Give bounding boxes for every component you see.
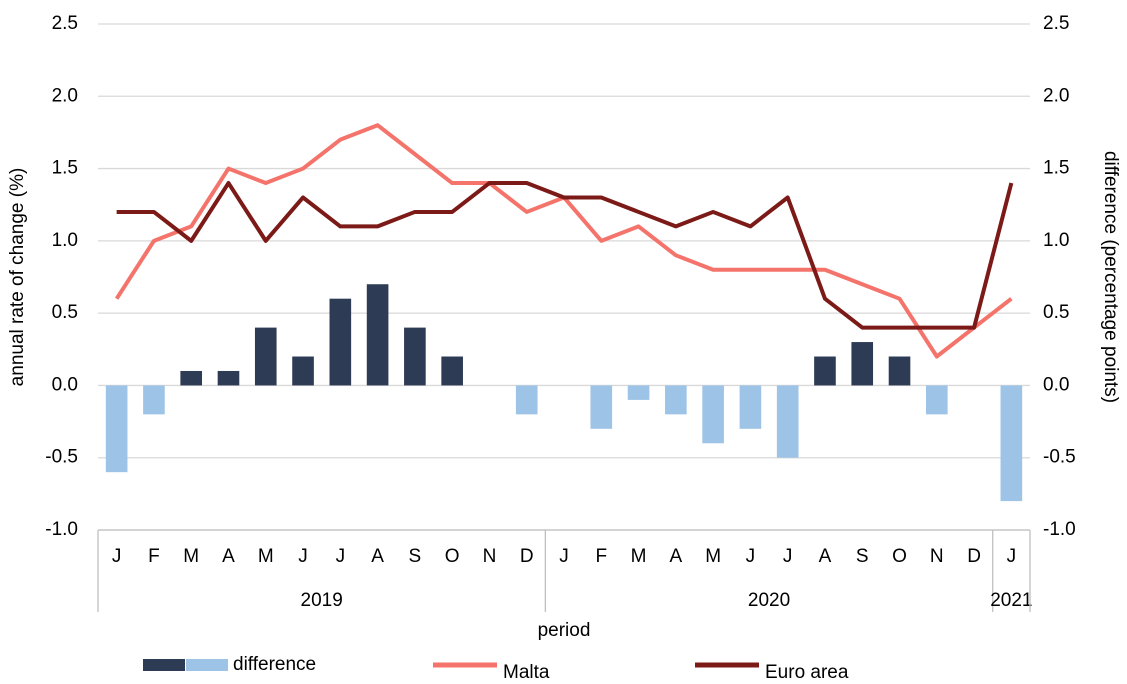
group-label: 2019 bbox=[301, 590, 343, 611]
x-tick-label: N bbox=[483, 546, 497, 567]
legend-label: difference bbox=[233, 654, 316, 675]
x-tick-label: M bbox=[183, 546, 199, 567]
y2-tick-label: -1.0 bbox=[1043, 519, 1076, 540]
bar bbox=[1000, 385, 1023, 502]
bar bbox=[515, 385, 538, 415]
bar bbox=[627, 385, 650, 400]
x-tick-label: D bbox=[967, 546, 981, 567]
x-tick-label: M bbox=[631, 546, 647, 567]
x-tick-label: O bbox=[445, 546, 460, 567]
bar bbox=[739, 385, 762, 429]
x-tick-label: A bbox=[371, 546, 384, 567]
y-tick-label: -0.5 bbox=[45, 447, 78, 468]
legend-swatch bbox=[186, 659, 228, 671]
group-label: 2020 bbox=[748, 590, 790, 611]
y2-tick-label: 1.5 bbox=[1043, 158, 1069, 179]
x-tick-label: S bbox=[409, 546, 422, 567]
y2-tick-label: 0.0 bbox=[1043, 374, 1069, 395]
x-tick-label: D bbox=[520, 546, 534, 567]
x-tick-label: J bbox=[559, 546, 569, 567]
y-tick-label: 0.0 bbox=[52, 374, 78, 395]
bar bbox=[851, 342, 874, 386]
y-tick-label: 0.5 bbox=[52, 302, 78, 323]
x-tick-label: A bbox=[669, 546, 682, 567]
x-tick-label: M bbox=[705, 546, 721, 567]
x-tick-label: O bbox=[892, 546, 907, 567]
bar bbox=[180, 370, 203, 386]
x-tick-label: N bbox=[930, 546, 944, 567]
bar bbox=[814, 356, 836, 386]
legend-label: Euro area bbox=[765, 662, 849, 683]
x-tick-label: A bbox=[222, 546, 235, 567]
y2-axis-label: difference (percentage points) bbox=[1100, 151, 1121, 403]
bar bbox=[366, 284, 389, 386]
x-tick-label: A bbox=[819, 546, 832, 567]
y-tick-label: 1.0 bbox=[52, 230, 78, 251]
x-tick-label: J bbox=[336, 546, 346, 567]
legend-swatch bbox=[143, 659, 185, 671]
x-tick-label: J bbox=[1007, 546, 1017, 567]
y-axis-label: annual rate of change (%) bbox=[7, 168, 28, 387]
bar bbox=[254, 327, 277, 386]
x-tick-label: F bbox=[148, 546, 160, 567]
x-axis-label: period bbox=[538, 620, 591, 641]
x-tick-label: M bbox=[258, 546, 274, 567]
y-tick-label: -1.0 bbox=[45, 519, 78, 540]
bar bbox=[665, 385, 687, 415]
y2-tick-label: 2.0 bbox=[1043, 85, 1069, 106]
y2-tick-label: 1.0 bbox=[1043, 230, 1069, 251]
y2-tick-label: 0.5 bbox=[1043, 302, 1069, 323]
x-tick-label: J bbox=[112, 546, 122, 567]
bar bbox=[888, 356, 911, 386]
bar bbox=[404, 327, 426, 386]
bar bbox=[217, 370, 240, 386]
x-tick-label: J bbox=[746, 546, 756, 567]
bar bbox=[441, 356, 463, 386]
group-label: 2021 bbox=[990, 590, 1032, 611]
bar bbox=[143, 385, 165, 415]
y-tick-label: 1.5 bbox=[52, 158, 78, 179]
x-tick-label: F bbox=[595, 546, 607, 567]
x-tick-label: S bbox=[856, 546, 869, 567]
x-tick-label: J bbox=[298, 546, 308, 567]
bar bbox=[776, 385, 799, 458]
legend-label: Malta bbox=[503, 662, 550, 683]
bar bbox=[292, 356, 314, 386]
y2-tick-label: -0.5 bbox=[1043, 447, 1076, 468]
y-tick-label: 2.0 bbox=[52, 85, 78, 106]
bar bbox=[105, 385, 128, 473]
y-tick-label: 2.5 bbox=[52, 13, 78, 34]
bar bbox=[925, 385, 948, 415]
line bbox=[116, 181, 1014, 330]
bar bbox=[329, 298, 352, 386]
y2-tick-label: 2.5 bbox=[1043, 13, 1069, 34]
bar bbox=[590, 385, 613, 429]
bar bbox=[702, 385, 724, 444]
x-tick-label: J bbox=[783, 546, 793, 567]
